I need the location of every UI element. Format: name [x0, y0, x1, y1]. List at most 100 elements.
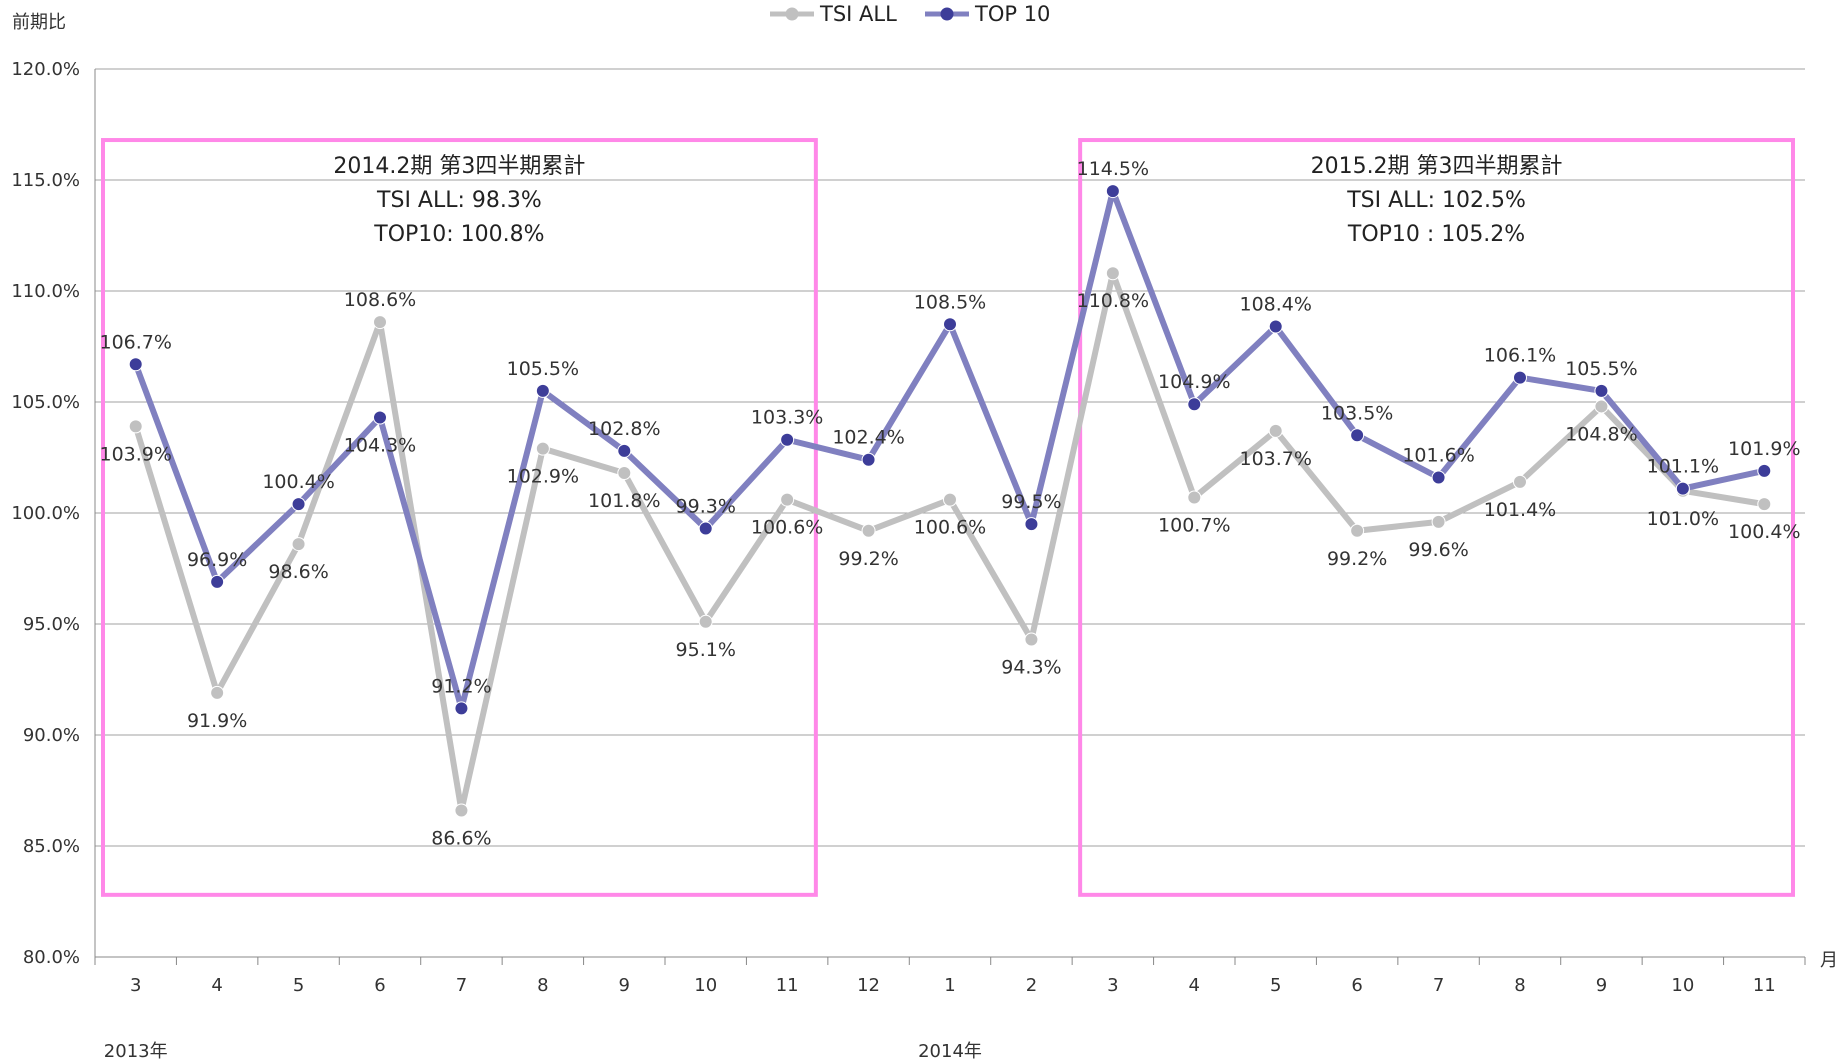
top10-point: [1675, 481, 1690, 496]
x-tick-label: 5: [293, 975, 304, 996]
tsi-all-data-label: 100.4%: [1728, 521, 1800, 543]
x-tick-label: 12: [857, 975, 880, 996]
tsi-all-point: [1350, 523, 1365, 538]
tsi-all-data-label: 95.1%: [676, 639, 736, 661]
tsi-all-data-label: 86.6%: [431, 827, 491, 849]
legend-marker: [785, 7, 799, 21]
x-tick-label: 10: [1671, 975, 1694, 996]
annotation-box: [101, 138, 818, 897]
tsi-all-data-label: 99.2%: [1327, 548, 1387, 570]
top10-data-label: 104.3%: [344, 435, 416, 457]
tsi-all-point: [454, 803, 469, 818]
y-tick-label: 90.0%: [23, 725, 80, 746]
x-tick-label: 8: [1514, 975, 1525, 996]
x-tick-label: 11: [1753, 975, 1776, 996]
tsi-all-point: [1105, 266, 1120, 281]
tsi-all-data-label: 100.6%: [914, 517, 986, 539]
tsi-all-point: [210, 685, 225, 700]
top10-point: [128, 357, 143, 372]
x-tick-label: 3: [130, 975, 141, 996]
tsi-all-data-label: 101.4%: [1484, 499, 1556, 521]
tsi-all-point: [861, 523, 876, 538]
tsi-all-data-label: 104.8%: [1565, 423, 1637, 445]
tsi-all-data-label: 100.7%: [1158, 514, 1230, 536]
top10-data-label: 101.1%: [1647, 456, 1719, 478]
year-label: 2014年: [918, 1041, 982, 1061]
tsi-all-data-label: 101.0%: [1647, 508, 1719, 530]
x-tick-label: 2: [1026, 975, 1037, 996]
top10-point: [698, 521, 713, 536]
tsi-all-data-label: 91.9%: [187, 710, 247, 732]
tsi-all-point: [617, 466, 632, 481]
tsi-all-data-label: 100.6%: [751, 517, 823, 539]
tsi-all-data-label: 98.6%: [268, 561, 328, 583]
top10-data-label: 100.4%: [262, 471, 334, 493]
tsi-all-point: [1513, 474, 1527, 489]
y-tick-label: 100.0%: [11, 503, 80, 524]
tsi-all-point: [1268, 423, 1283, 438]
annotation-box: [1078, 138, 1795, 897]
top10-data-label: 106.7%: [99, 331, 171, 353]
legend-label: TOP 10: [974, 2, 1050, 26]
top10-point: [943, 317, 957, 332]
top10-point: [1594, 383, 1609, 398]
top10-data-label: 99.3%: [676, 496, 736, 518]
tsi-all-point: [535, 441, 550, 456]
top10-point: [1350, 428, 1365, 443]
x-tick-label: 11: [776, 975, 799, 996]
x-tick-label: 4: [1189, 975, 1200, 996]
top10-point: [373, 410, 387, 425]
tsi-all-point: [943, 492, 957, 507]
year-label: 2013年: [104, 1041, 168, 1061]
top10-point: [1268, 319, 1283, 334]
tsi-all-point: [1594, 399, 1609, 414]
tsi-all-point: [698, 614, 713, 629]
top10-point: [617, 443, 632, 458]
top10-point: [1105, 184, 1120, 199]
top10-point: [1513, 370, 1527, 385]
top10-point: [1431, 470, 1446, 485]
top10-point: [535, 383, 550, 398]
top10-data-label: 108.4%: [1239, 294, 1311, 316]
tsi-all-point: [291, 537, 306, 552]
x-tick-label: 1: [944, 975, 955, 996]
tsi-all-data-label: 102.9%: [507, 466, 579, 488]
top10-point: [1757, 463, 1772, 478]
annotation-text: TOP10: 100.8%: [373, 222, 544, 247]
legend-label: TSI ALL: [819, 2, 897, 26]
top10-data-label: 96.9%: [187, 549, 247, 571]
top10-data-label: 114.5%: [1077, 158, 1149, 180]
tsi-all-point: [1187, 490, 1202, 505]
annotation-text: 2015.2期 第3四半期累計: [1311, 154, 1563, 179]
annotation-text: 2014.2期 第3四半期累計: [333, 154, 585, 179]
top10-point: [1187, 397, 1202, 412]
top10-data-label: 103.3%: [751, 407, 823, 429]
x-tick-label: 6: [374, 975, 385, 996]
x-tick-label: 9: [619, 975, 630, 996]
tsi-all-data-label: 94.3%: [1001, 657, 1061, 679]
top10-point: [454, 701, 469, 716]
y-tick-label: 80.0%: [23, 947, 80, 968]
top10-data-label: 106.1%: [1484, 345, 1556, 367]
annotation-text: TOP10 : 105.2%: [1347, 222, 1525, 247]
x-axis-title: 月: [1820, 950, 1838, 971]
top10-data-label: 101.6%: [1402, 444, 1474, 466]
y-tick-label: 105.0%: [11, 392, 80, 413]
y-tick-label: 110.0%: [11, 281, 80, 302]
top10-point: [210, 574, 225, 589]
top10-data-label: 103.5%: [1321, 402, 1393, 424]
x-tick-label: 5: [1270, 975, 1281, 996]
top10-data-label: 101.9%: [1728, 438, 1800, 460]
top10-data-label: 105.5%: [507, 358, 579, 380]
tsi-all-data-label: 99.6%: [1408, 539, 1468, 561]
tsi-all-data-label: 101.8%: [588, 490, 660, 512]
top10-data-label: 105.5%: [1565, 358, 1637, 380]
x-tick-label: 10: [694, 975, 717, 996]
top10-data-label: 102.8%: [588, 418, 660, 440]
x-tick-label: 3: [1107, 975, 1118, 996]
top10-point: [1024, 517, 1039, 532]
x-tick-label: 7: [1433, 975, 1444, 996]
top10-data-label: 99.5%: [1001, 491, 1061, 513]
x-tick-label: 9: [1596, 975, 1607, 996]
tsi-all-data-label: 103.9%: [99, 443, 171, 465]
